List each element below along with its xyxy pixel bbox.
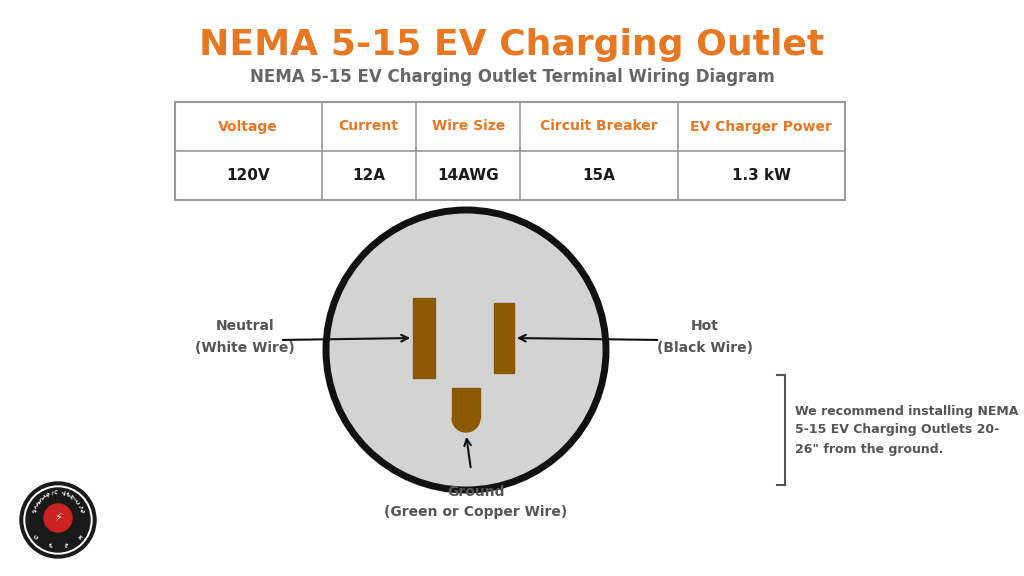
Text: 120V: 120V (226, 168, 270, 183)
Text: EV Charger Power: EV Charger Power (690, 119, 833, 134)
Text: K: K (76, 535, 82, 540)
Text: ⚡: ⚡ (54, 513, 61, 523)
Text: (White Wire): (White Wire) (196, 341, 295, 355)
Text: Wire Size: Wire Size (431, 119, 505, 134)
Text: Neutral: Neutral (216, 319, 274, 333)
Text: H: H (70, 494, 76, 501)
Text: L: L (32, 504, 38, 509)
Text: Current: Current (339, 119, 398, 134)
Text: E: E (30, 509, 36, 513)
Text: Voltage: Voltage (218, 119, 279, 134)
Text: E: E (48, 543, 52, 549)
Text: 12A: 12A (352, 168, 385, 183)
Text: C: C (54, 490, 57, 496)
Text: 1.3 kW: 1.3 kW (732, 168, 791, 183)
Text: V: V (62, 491, 67, 497)
Circle shape (326, 210, 606, 490)
Text: Hot: Hot (691, 319, 719, 333)
Text: We recommend installing NEMA
5-15 EV Charging Outlets 20-
26" from the ground.: We recommend installing NEMA 5-15 EV Cha… (795, 404, 1019, 456)
Text: L: L (79, 504, 85, 509)
Circle shape (20, 482, 96, 558)
Circle shape (44, 504, 72, 532)
Text: Ground: Ground (447, 485, 505, 499)
Text: C: C (37, 497, 43, 503)
Text: (Black Wire): (Black Wire) (657, 341, 753, 355)
Text: E: E (81, 509, 86, 513)
Text: I: I (50, 491, 53, 497)
Text: NEMA 5-15 EV Charging Outlet Terminal Wiring Diagram: NEMA 5-15 EV Charging Outlet Terminal Wi… (250, 68, 774, 86)
Text: G: G (34, 534, 41, 540)
Bar (413, 298, 435, 378)
Text: T: T (41, 494, 46, 501)
Text: I: I (74, 498, 79, 502)
Text: (Green or Copper Wire): (Green or Copper Wire) (384, 505, 567, 519)
Text: 14AWG: 14AWG (437, 168, 499, 183)
Text: Circuit Breaker: Circuit Breaker (541, 119, 657, 134)
Text: E: E (34, 500, 40, 506)
Text: NEMA 5-15 EV Charging Outlet: NEMA 5-15 EV Charging Outlet (200, 28, 824, 62)
Bar (494, 303, 514, 373)
Polygon shape (452, 418, 480, 432)
Text: R: R (45, 492, 50, 498)
Circle shape (26, 488, 90, 552)
Text: 15A: 15A (583, 168, 615, 183)
Circle shape (24, 486, 92, 554)
Text: C: C (76, 500, 82, 506)
Text: E: E (63, 543, 68, 549)
Bar (452, 388, 480, 418)
Bar (175, 102, 845, 200)
Text: E: E (67, 492, 72, 498)
